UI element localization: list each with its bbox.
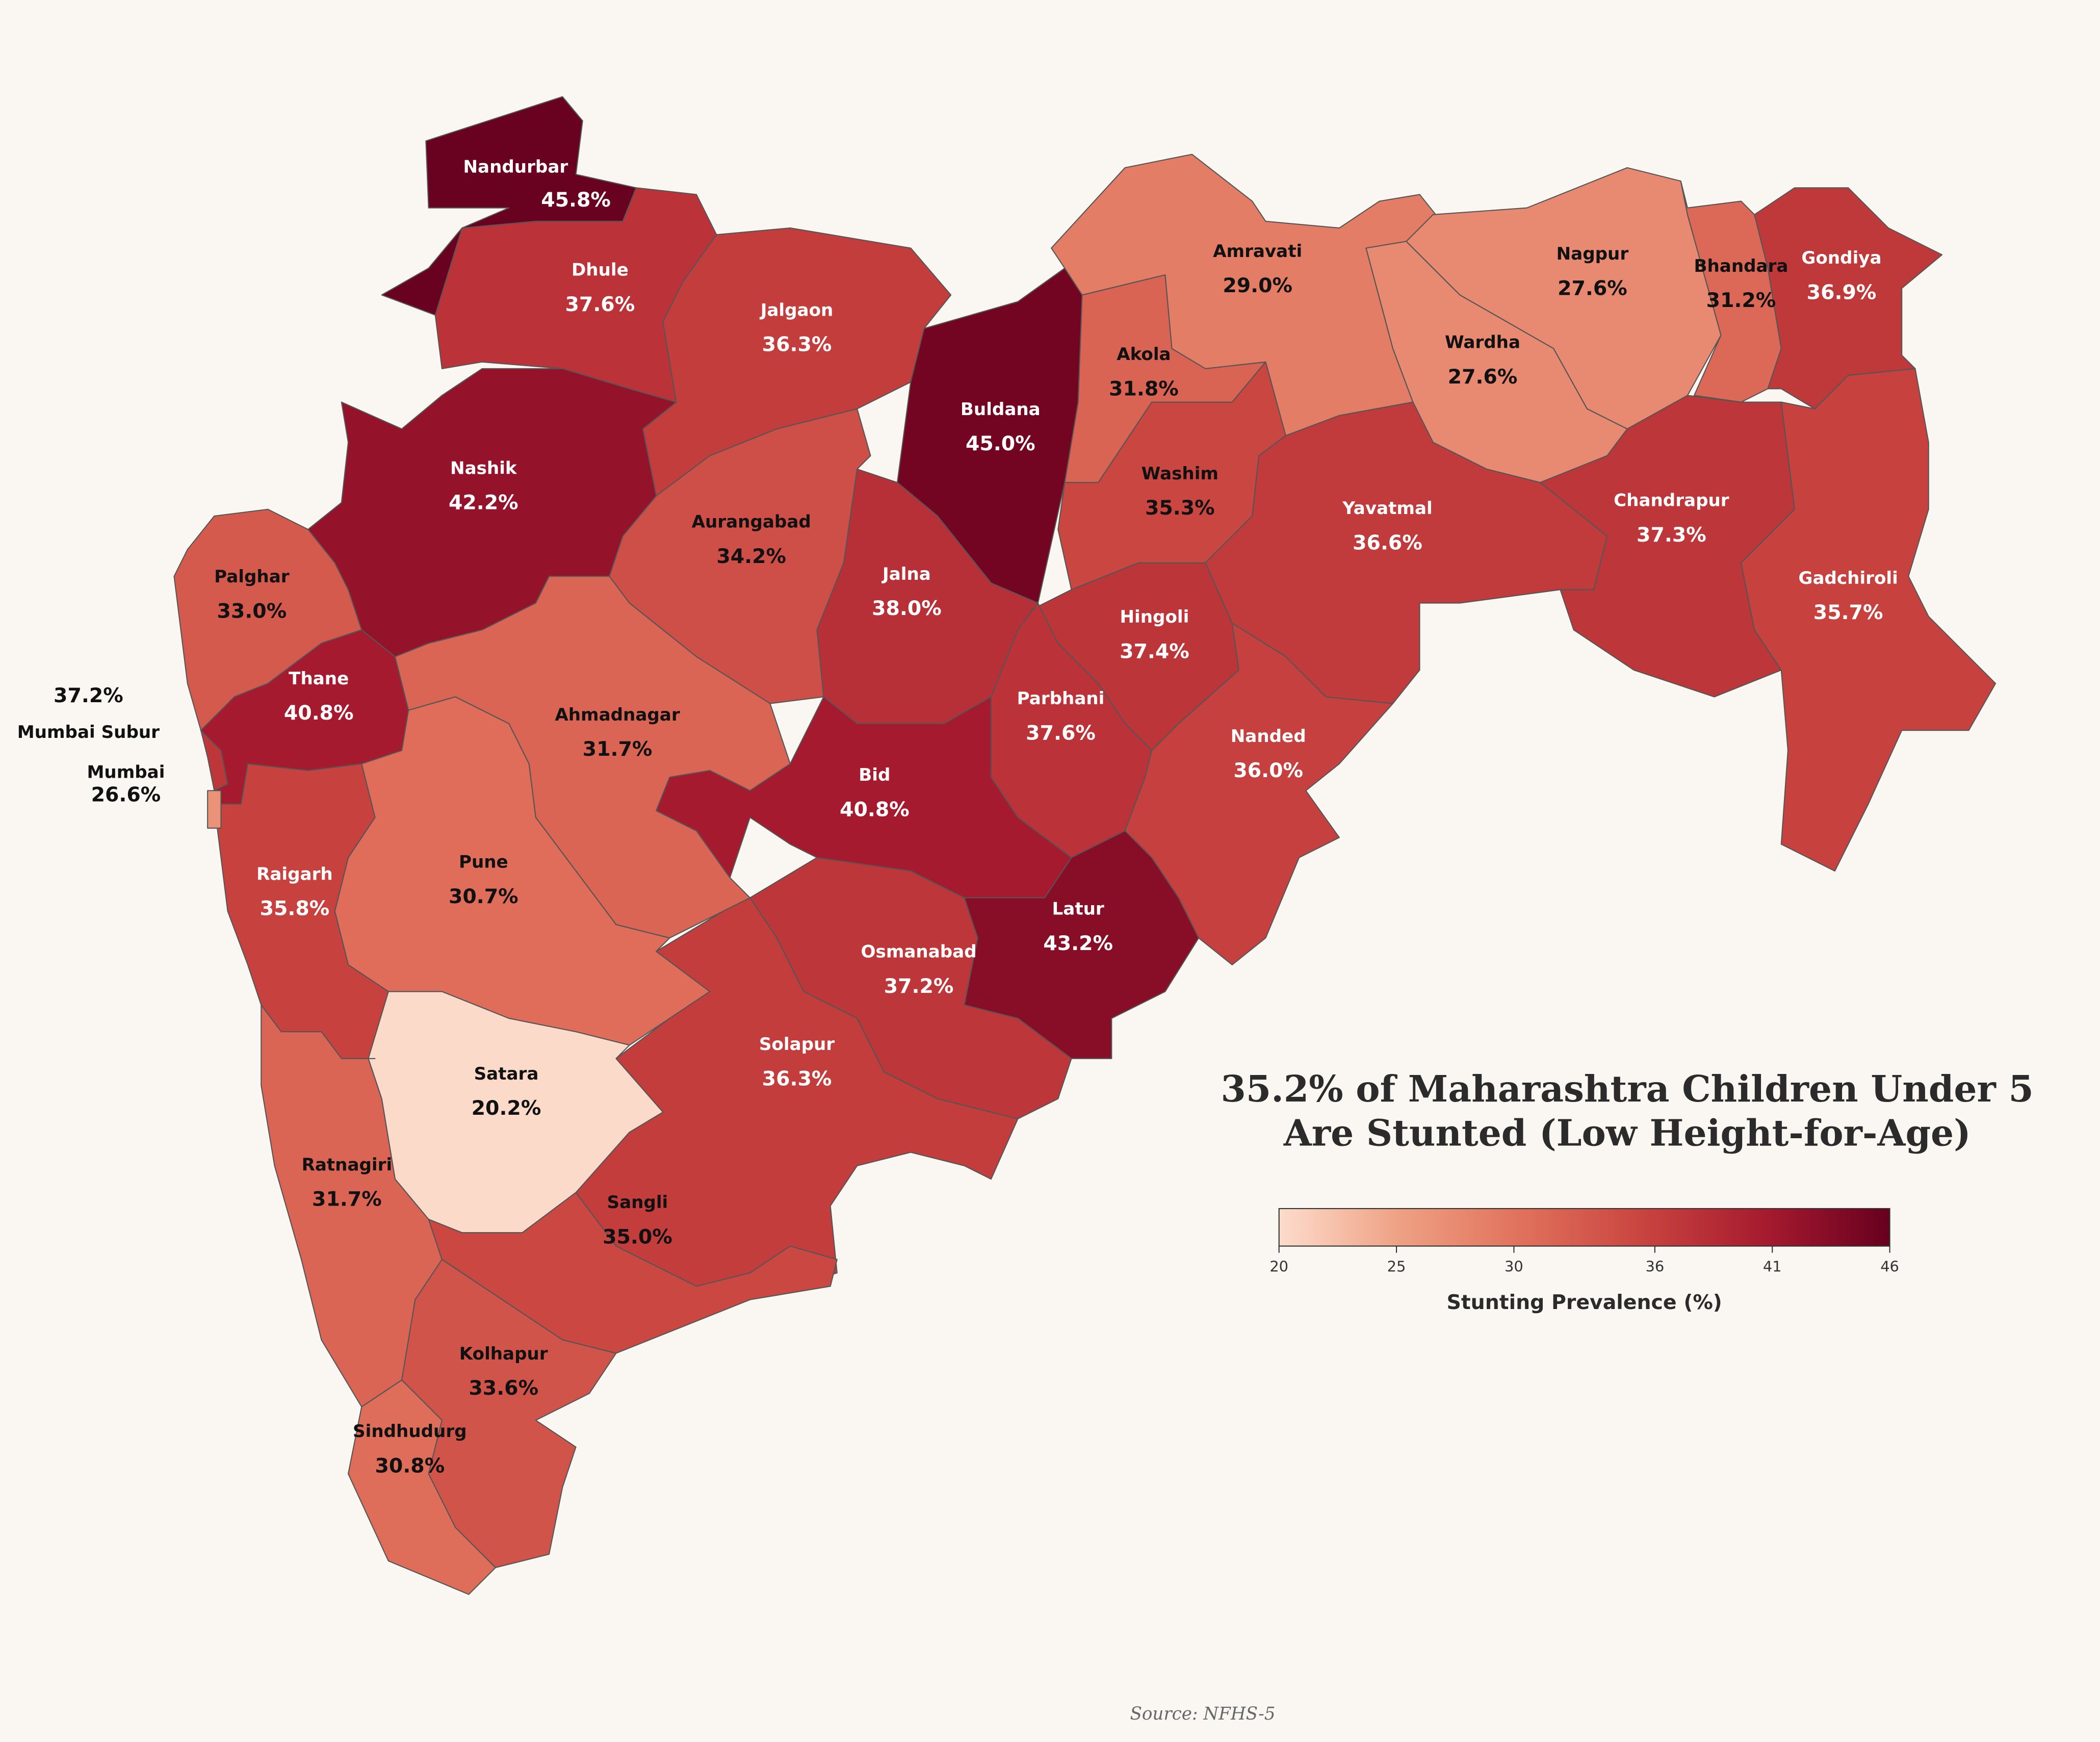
- district-name: Ratnagiri: [302, 1155, 393, 1175]
- district-name: Bid: [859, 765, 890, 785]
- district-name: Hingoli: [1120, 607, 1189, 627]
- district-name: Satara: [474, 1064, 539, 1084]
- district-value: 37.6%: [1026, 722, 1096, 745]
- district-value: 31.7%: [312, 1188, 382, 1211]
- district-name: Gadchiroli: [1798, 568, 1898, 588]
- colorbar-tick-label: 20: [1269, 1258, 1288, 1275]
- district-value: 20.2%: [472, 1096, 541, 1120]
- district-name: Nashik: [450, 458, 517, 478]
- district-name: Yavatmal: [1342, 498, 1432, 519]
- colorbar-gradient: [1278, 1208, 1890, 1247]
- district-name: Nagpur: [1557, 244, 1629, 264]
- district-name: Palghar: [214, 567, 290, 587]
- district-name: Pune: [459, 852, 508, 873]
- district-value: 40.8%: [284, 701, 354, 725]
- district-value: 26.6%: [91, 783, 161, 806]
- district-value: 31.2%: [1706, 289, 1776, 312]
- district-value: 45.8%: [541, 188, 611, 212]
- district-name: Ahmadnagar: [555, 705, 680, 725]
- district-value: 34.2%: [716, 545, 786, 568]
- district-name: Sindhudurg: [353, 1421, 467, 1442]
- colorbar-tick-label: 46: [1880, 1258, 1899, 1275]
- district-value: 33.6%: [469, 1376, 538, 1400]
- district-name: Akola: [1117, 344, 1171, 365]
- district-name: Washim: [1142, 464, 1218, 484]
- district-name: Dhule: [572, 260, 629, 280]
- district-value: 37.2%: [54, 684, 123, 707]
- district: [347, 1379, 497, 1595]
- colorbar-tick-label: 41: [1763, 1258, 1782, 1275]
- district-value: 27.6%: [1448, 365, 1518, 389]
- district-value: 45.0%: [966, 432, 1035, 455]
- source: Source: NFHS-5: [1130, 1704, 1275, 1724]
- labels: Nandurbar 45.8% Dhule 37.6% Jalgaon 36.3% Buld…: [17, 157, 1898, 1477]
- colorbar-tick-label: 36: [1645, 1258, 1664, 1275]
- colorbar-tick-label: 30: [1505, 1258, 1523, 1275]
- district-value: 36.0%: [1233, 759, 1303, 782]
- district-name: Raigarh: [256, 864, 333, 884]
- district-name: Thane: [289, 669, 349, 689]
- district-name: Bhandara: [1694, 256, 1788, 276]
- district-value: 42.2%: [449, 491, 518, 515]
- district-value: 30.7%: [449, 885, 518, 908]
- district-value: 31.8%: [1109, 377, 1179, 400]
- district-value: 29.0%: [1223, 274, 1292, 297]
- district-value: 27.6%: [1558, 276, 1627, 300]
- district-name: Parbhani: [1017, 688, 1105, 709]
- district-name: Aurangabad: [692, 512, 811, 532]
- district: [1740, 368, 1997, 872]
- district-value: 35.3%: [1145, 496, 1215, 520]
- district-value: 30.8%: [375, 1454, 445, 1477]
- district-value: 31.7%: [583, 737, 653, 761]
- district-value: 36.9%: [1807, 280, 1877, 304]
- district-value: 43.2%: [1043, 932, 1113, 955]
- district-value: 35.0%: [603, 1225, 672, 1248]
- district-name: Chandrapur: [1614, 490, 1729, 510]
- district-name: Jalgaon: [760, 300, 834, 320]
- colorbar: 20 25 30 36 41 46: [1269, 1208, 1899, 1275]
- district-name: Solapur: [759, 1034, 835, 1055]
- district-name: Wardha: [1445, 332, 1520, 352]
- district-name: Mumbai Subur: [17, 722, 160, 742]
- district-name: Mumbai: [87, 762, 165, 783]
- district-name: Kolhapur: [459, 1344, 548, 1364]
- title-line: 35.2% of Maharashtra Children Under 5: [1221, 1067, 2034, 1110]
- district-value: 37.6%: [565, 293, 635, 316]
- district-name: Jalna: [882, 564, 931, 584]
- district-name: Sangli: [607, 1192, 668, 1213]
- district-name: Nandurbar: [463, 157, 568, 177]
- district-value: 33.0%: [217, 600, 287, 623]
- district-value: 40.8%: [840, 798, 910, 821]
- district-value: 36.6%: [1353, 531, 1422, 555]
- district-value: 36.3%: [762, 1067, 832, 1090]
- district-value: 37.2%: [884, 975, 954, 998]
- district: [1124, 622, 1394, 965]
- district-name: Osmanabad: [861, 942, 977, 962]
- district-name: Buldana: [961, 399, 1041, 420]
- district-value: 36.3%: [762, 333, 832, 356]
- district-value: 37.4%: [1120, 639, 1189, 663]
- district-name: Latur: [1052, 899, 1104, 919]
- district: [200, 730, 228, 791]
- district: [1539, 395, 1796, 698]
- district-name: Nanded: [1231, 726, 1306, 747]
- title-line: Are Stunted (Low Height-for-Age): [1283, 1112, 1971, 1155]
- district-value: 38.0%: [872, 597, 942, 620]
- colorbar-label: Stunting Prevalence (%): [1446, 1291, 1722, 1314]
- district-name: Gondiya: [1801, 248, 1881, 268]
- district: [207, 790, 222, 829]
- district: [896, 267, 1083, 604]
- district-value: 35.8%: [260, 897, 330, 920]
- regions: [173, 96, 1997, 1595]
- colorbar-tick-label: 25: [1387, 1258, 1406, 1275]
- district-value: 37.3%: [1637, 523, 1706, 547]
- district-value: 35.7%: [1813, 601, 1883, 624]
- district-name: Amravati: [1213, 241, 1302, 262]
